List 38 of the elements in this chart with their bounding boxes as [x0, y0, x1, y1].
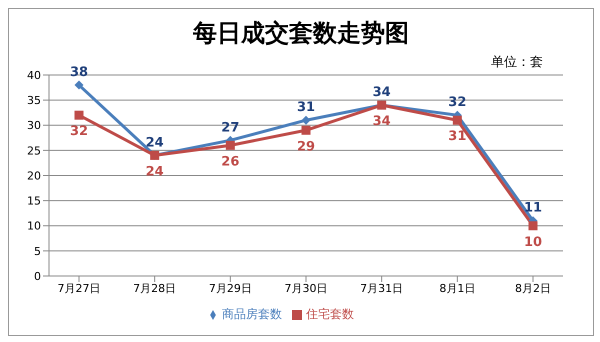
- y-tick-label: 0: [34, 270, 41, 283]
- data-label: 31: [448, 129, 466, 144]
- x-tick-label: 7月31日: [360, 282, 404, 295]
- x-tick-label: 7月27日: [58, 282, 100, 295]
- point: [302, 126, 310, 135]
- data-label: 32: [448, 95, 466, 110]
- y-tick-label: 5: [34, 244, 41, 258]
- x-tick-label: 8月1日: [439, 282, 476, 295]
- x-tick-label: 7月30日: [284, 282, 328, 295]
- x-tick-label: 8月2日: [515, 282, 551, 295]
- data-label: 38: [70, 65, 88, 80]
- point: [452, 116, 462, 125]
- data-label: 11: [524, 200, 542, 216]
- y-tick-label: 25: [27, 144, 41, 158]
- y-tick-label: 40: [27, 68, 41, 82]
- point: [74, 80, 84, 90]
- data-label: 26: [221, 154, 240, 170]
- data-label: 10: [524, 234, 542, 250]
- point: [302, 116, 310, 125]
- data-label: 34: [372, 85, 391, 100]
- y-tick-label: 10: [27, 220, 41, 233]
- y-tick-label: 35: [27, 94, 41, 108]
- data-label: 32: [70, 124, 88, 140]
- x-tick-label: 7月28日: [133, 282, 176, 295]
- text: 单位：套: [491, 54, 543, 71]
- legend-label: 住宅套数: [306, 307, 354, 321]
- chart-title: 每日成交套数走势图: [192, 17, 410, 49]
- data-label: 27: [221, 120, 240, 136]
- data-label: 31: [296, 100, 316, 116]
- point: [528, 221, 538, 230]
- data-label: 24: [146, 135, 164, 150]
- point: [226, 140, 235, 150]
- x-tick-label: 7月29日: [208, 282, 252, 295]
- legend-label: 商品房套数: [222, 307, 282, 321]
- point: [74, 110, 84, 120]
- y-tick-label: 30: [27, 119, 41, 132]
- y-tick-label: 20: [27, 169, 41, 182]
- y-tick-label: 15: [27, 194, 41, 208]
